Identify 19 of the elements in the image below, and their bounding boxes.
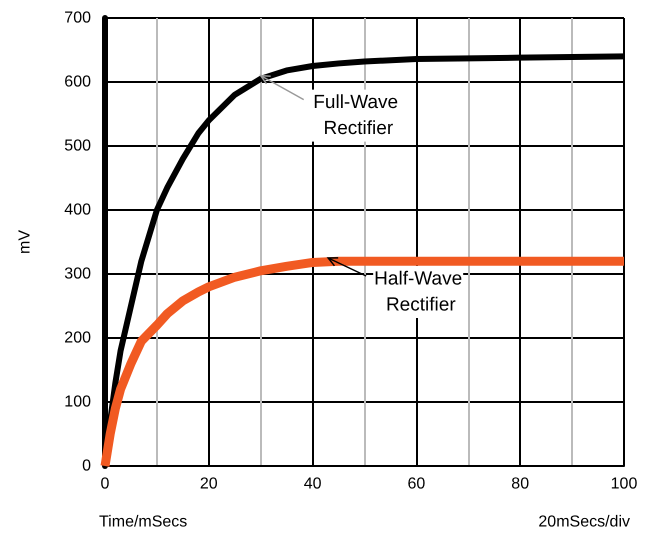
y-tick-label: 0 — [82, 458, 92, 474]
y-tick-label: 200 — [64, 330, 92, 346]
y-tick-label: 400 — [64, 202, 92, 218]
annotation: Full-Wave Rectifier — [313, 92, 398, 140]
y-tick-label: 300 — [64, 266, 92, 282]
y-tick-label: 600 — [64, 74, 92, 90]
y-tick-label: 700 — [64, 10, 92, 26]
x-tick-label: 80 — [511, 476, 530, 492]
y-tick-label: 100 — [64, 394, 92, 410]
x-tick-label: 20 — [200, 476, 218, 492]
x-tick-label: 60 — [408, 476, 426, 492]
x-tick-label: 100 — [610, 476, 638, 492]
x-tick-label: 40 — [304, 476, 322, 492]
y-tick-label: 500 — [64, 138, 92, 154]
annotation: Half-Wave Rectifier — [374, 268, 462, 316]
text: 20mSecs/div — [538, 514, 630, 530]
y-axis-title: mV — [16, 230, 34, 254]
x-tick-label: 0 — [100, 476, 110, 492]
x-axis-title: Time/mSecs — [99, 514, 188, 530]
